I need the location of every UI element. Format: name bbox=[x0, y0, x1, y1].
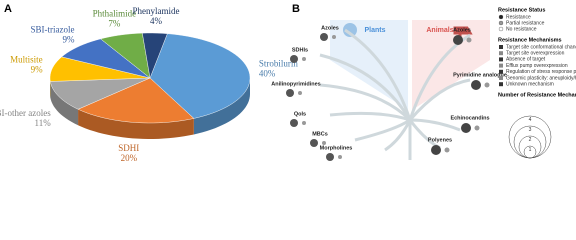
slice-side bbox=[50, 81, 79, 126]
legend-swatch bbox=[498, 14, 504, 20]
group-icon bbox=[290, 55, 298, 63]
group-icon bbox=[290, 119, 298, 127]
group-icon bbox=[286, 89, 294, 97]
legend-icon bbox=[499, 76, 503, 80]
legend-title: Number of Resistance Mechanisms bbox=[498, 92, 576, 98]
legend-icon bbox=[499, 69, 503, 74]
slice-label: Strobilurin bbox=[259, 59, 299, 69]
group-label: SDHIs bbox=[292, 47, 308, 53]
group-icon bbox=[484, 82, 490, 88]
slice bbox=[142, 32, 168, 79]
group-icon bbox=[310, 139, 318, 147]
legend-label: Absence of target bbox=[506, 57, 546, 63]
slice-value-label: 40% bbox=[259, 69, 276, 79]
group-icon bbox=[338, 155, 342, 159]
group-label: Echinocandins bbox=[450, 115, 489, 121]
slice bbox=[149, 33, 251, 119]
group-icon bbox=[326, 153, 334, 161]
group-icon bbox=[461, 123, 471, 133]
legend-swatch bbox=[498, 26, 504, 32]
count-circle bbox=[508, 115, 552, 159]
group-icon bbox=[320, 33, 328, 41]
slice-value-label: 9% bbox=[31, 65, 44, 75]
panel-b-art bbox=[319, 20, 490, 160]
slice-label: SDHI bbox=[118, 143, 139, 153]
legend-swatch bbox=[498, 20, 504, 26]
legend-icon bbox=[499, 45, 503, 49]
slice-value-label: 7% bbox=[108, 19, 121, 29]
slice bbox=[77, 77, 195, 124]
group-icon bbox=[444, 147, 450, 153]
legend-label: Genomic plasticity: aneuploidy/hypermuta… bbox=[506, 75, 576, 81]
legend-label: No resistance bbox=[506, 26, 537, 32]
legend-icon bbox=[499, 82, 503, 87]
group-icon bbox=[431, 145, 441, 155]
slice bbox=[100, 32, 151, 79]
count-label: 4 bbox=[529, 117, 532, 123]
group-icon bbox=[466, 37, 472, 43]
slice-label: Multisite bbox=[10, 55, 43, 65]
kingdom-label: Animals bbox=[426, 27, 453, 34]
group-icon bbox=[474, 125, 480, 131]
slice-side bbox=[78, 109, 194, 139]
group-label: Polyenes bbox=[428, 137, 452, 143]
slice-value-label: 4% bbox=[150, 16, 163, 26]
group-icon bbox=[298, 91, 302, 95]
group-icon bbox=[471, 80, 481, 90]
panel-label: A bbox=[4, 3, 12, 15]
group-label: Pyrimidine analogue bbox=[453, 72, 507, 78]
slice-value-label: 9% bbox=[63, 35, 76, 45]
slice-value-label: 11% bbox=[35, 118, 52, 128]
group-label: Azoles bbox=[453, 27, 471, 33]
group-label: MBCs bbox=[312, 131, 328, 137]
legend-label: Unknown mechanism bbox=[506, 82, 554, 88]
slice-side bbox=[193, 78, 250, 135]
slice bbox=[50, 77, 151, 110]
count-label: 3 bbox=[529, 127, 532, 133]
legend-label: Partial resistance bbox=[506, 20, 545, 26]
legend-icon bbox=[499, 51, 503, 56]
legend-icon bbox=[499, 57, 503, 62]
slice-label: SBI-triazole bbox=[31, 25, 75, 35]
panel-label: B bbox=[292, 3, 300, 15]
legend-label: Target site conformational changes bbox=[506, 44, 576, 50]
slice bbox=[61, 38, 151, 79]
slice-label: SBI-other azoles bbox=[0, 108, 51, 118]
slice-value-label: 20% bbox=[121, 153, 138, 163]
legend-icon bbox=[499, 63, 503, 68]
group-icon bbox=[302, 57, 306, 61]
slice bbox=[49, 56, 151, 82]
group-label: Azoles bbox=[321, 25, 339, 31]
legend-label: Target site overexpression bbox=[506, 51, 565, 57]
pie-sides bbox=[50, 78, 250, 139]
kingdom-label: Plants bbox=[364, 27, 385, 34]
legend-label: Resistance bbox=[506, 14, 531, 20]
count-label: 2 bbox=[529, 137, 532, 143]
group-label: Morpholines bbox=[320, 145, 353, 151]
group-icon bbox=[302, 121, 306, 125]
group-icon bbox=[332, 35, 336, 39]
count-label: 1 bbox=[529, 147, 532, 153]
slice-label: Phenylamide bbox=[132, 6, 179, 16]
group-label: Anilinopyrimidines bbox=[271, 81, 321, 87]
slice-label: Phthalimide bbox=[93, 9, 137, 19]
pie-tops bbox=[49, 32, 251, 124]
group-icon bbox=[453, 35, 463, 45]
legend-title: Resistance Status bbox=[498, 7, 545, 13]
legend-title: Resistance Mechanisms bbox=[498, 37, 562, 43]
group-label: QoIs bbox=[294, 111, 306, 117]
legend-label: Efflux pump overexpression bbox=[506, 63, 568, 69]
legend-label: Regulation of stress response pathways bbox=[506, 69, 576, 75]
group-icon bbox=[322, 141, 326, 145]
